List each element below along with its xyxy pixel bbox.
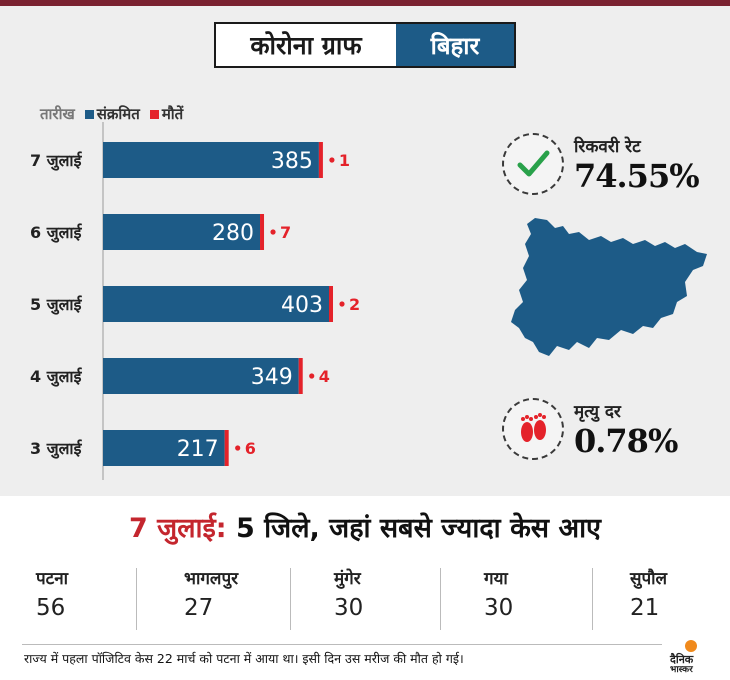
recovery-rate: रिकवरी रेट 74.55% [502,133,700,195]
districts-headline: 7 जुलाई: 5 जिले, जहां सबसे ज्यादा केस आए [0,508,730,545]
bihar-map-icon [511,218,707,356]
legend-deaths: मौतें [149,104,184,124]
value-label-infected: 349 [251,365,293,390]
bar-infected [103,430,225,466]
legend-swatch-deaths [149,109,159,119]
category-label: 3 जुलाई [30,439,83,459]
district-cases: 21 [630,595,660,621]
value-label-deaths: 6 [245,439,256,458]
value-label-deaths: 7 [280,223,291,242]
district-cases: 30 [484,595,514,621]
recovery-rate-label: रिकवरी रेट [574,136,641,157]
district-name: पटना [36,569,69,589]
title-region: बिहार [396,24,514,66]
death-dot [270,229,276,235]
district-cases: 30 [334,595,364,621]
logo-line2: भास्कर [670,665,693,675]
category-label: 7 जुलाई [30,151,83,171]
bar-infected [103,286,329,322]
value-label-deaths: 1 [339,151,350,170]
divider [592,568,593,630]
headline-date: 7 जुलाई: [129,513,227,544]
legend-infected: संक्रमित [84,104,140,124]
death-dot [309,373,315,379]
district-cases: 56 [36,595,66,621]
footprints-icon [502,398,564,460]
legend-label-deaths: मौतें [161,105,184,123]
bar-deaths [318,142,323,178]
mortality-rate: मृत्यु दर 0.78% [502,398,678,460]
divider [136,568,137,630]
death-dot [329,157,335,163]
value-label-infected: 217 [177,437,219,462]
footnote-rule [22,644,662,645]
category-label: 6 जुलाई [30,223,83,243]
logo-sun-icon [685,640,697,652]
death-dot [339,301,345,307]
category-label: 5 जुलाई [30,295,83,315]
mortality-rate-value: 0.78% [574,421,678,460]
district-name: भागलपुर [184,569,239,589]
district-name: गया [484,569,508,589]
district-item: सुपौल 21 [630,566,667,632]
value-label-infected: 280 [212,221,254,246]
legend: तारीख संक्रमित मौतें [40,104,193,124]
bar-infected [103,358,299,394]
top-strip [0,0,730,6]
recovery-rate-value: 74.55% [574,156,700,195]
value-label-deaths: 2 [349,295,360,314]
value-label-infected: 403 [281,293,323,318]
district-item: मुंगेर 30 [334,566,363,632]
bar-deaths [224,430,229,466]
divider [290,568,291,630]
bar-infected [103,142,319,178]
bar-chart: 7 जुलाई 385 1 6 जुलाई 280 7 5 जुलाई 403 2 4 जुलाई… [30,122,360,480]
death-dot [235,445,241,451]
bar-infected [103,214,261,250]
district-cases: 27 [184,595,214,621]
legend-swatch-infected [84,109,94,119]
category-label: 4 जुलाई [30,367,83,387]
bar-deaths [298,358,303,394]
title-main: कोरोना ग्राफ [250,31,362,60]
bar-deaths [329,286,333,322]
headline-text: 5 जिले, जहां सबसे ज्यादा केस आए [226,513,601,544]
mortality-rate-label: मृत्यु दर [574,401,621,422]
footnote: राज्य में पहला पॉजिटिव केस 22 मार्च को प… [24,651,464,666]
value-label-infected: 385 [271,149,313,174]
district-item: भागलपुर 27 [184,566,238,632]
logo-line1: दैनिक [670,653,694,666]
district-name: मुंगेर [334,569,361,589]
district-item: गया 30 [484,566,513,632]
district-item: पटना 56 [36,566,68,632]
district-name: सुपौल [630,569,668,589]
divider [440,568,441,630]
title-box: कोरोना ग्राफ बिहार [214,22,516,68]
value-label-deaths: 4 [319,367,330,386]
district-list: पटना 56 भागलपुर 27 मुंगेर 30 गया 30 सुपौ… [0,566,730,636]
dainik-bhaskar-logo: दैनिक भास्कर [664,640,716,675]
check-icon [502,133,564,195]
legend-label-infected: संक्रमित [96,105,140,123]
bar-deaths [260,214,265,250]
axis-label: तारीख [40,105,75,123]
